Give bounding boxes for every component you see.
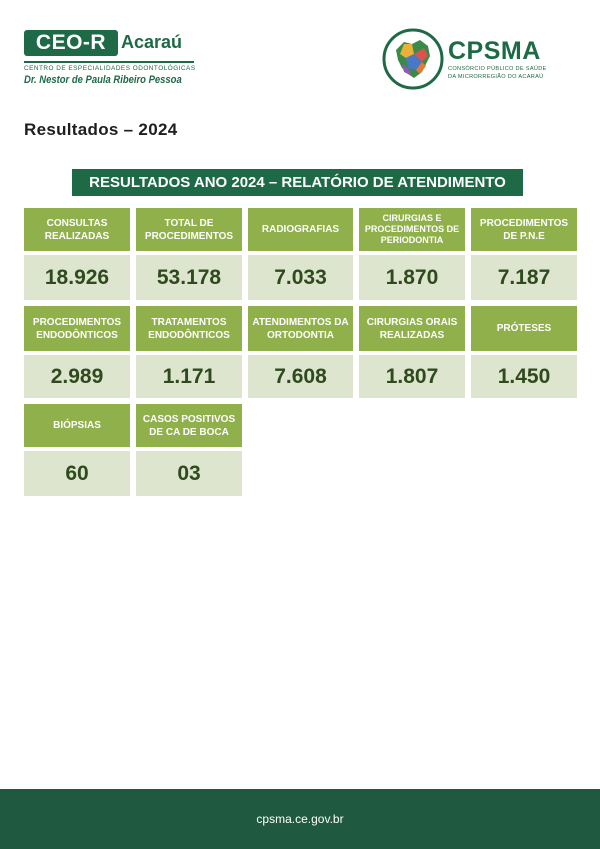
report-banner: RESULTADOS ANO 2024 – RELATÓRIO DE ATEND… [72,169,523,196]
cpsma-logo-subtitle-line2: DA MICRORREGIÃO DO ACARAÚ [448,73,544,80]
metric-label-ortodontia: ATENDIMENTOS DA ORTODONTIA [248,306,353,351]
cpsma-map-emblem-icon [382,28,444,90]
metric-label-consultas: CONSULTAS REALIZADAS [24,208,130,251]
cpsma-logo-subtitle-line1: CONSÓRCIO PÚBLICO DE SAÚDE [448,66,547,72]
metric-value-tratamentos-endodonticos: 1.171 [136,355,242,398]
metric-value-ortodontia: 7.608 [248,355,353,398]
metric-label-cirurgias-orais: CIRURGIAS ORAIS REALIZADAS [359,306,465,351]
metric-label-radiografias: RADIOGRAFIAS [248,208,353,251]
metric-value-proteses: 1.450 [471,355,577,398]
metric-value-cirurgias-orais: 1.807 [359,355,465,398]
ceo-r-logo-city: Acaraú [121,32,183,52]
ceo-r-logo-name: Dr. Nestor de Paula Ribeiro Pessoa [24,74,182,86]
ceo-r-logo-mark: CEO-R [24,30,118,56]
metric-label-tratamentos-endodonticos: TRATAMENTOS ENDODÔNTICOS [136,306,242,351]
metric-value-biopsias: 60 [24,451,130,496]
metric-value-periodontia: 1.870 [359,255,465,300]
metric-value-total-procedimentos: 53.178 [136,255,242,300]
metric-value-procedimentos-endodonticos: 2.989 [24,355,130,398]
metric-label-proteses: PRÓTESES [471,306,577,351]
metric-label-procedimentos-endodonticos: PROCEDIMENTOS ENDODÔNTICOS [24,306,130,351]
page-title: Resultados – 2024 [24,120,178,139]
metric-label-ca-boca: CASOS POSITIVOS DE CA DE BOCA [136,404,242,447]
metric-label-periodontia: CIRURGIAS E PROCEDIMENTOS DE PERIODONTIA [359,208,465,251]
footer: cpsma.ce.gov.br [0,789,600,849]
ceo-r-logo-divider [24,61,194,63]
metric-label-pne: PROCEDIMENTOS DE P.N.E [471,208,577,251]
metric-value-pne: 7.187 [471,255,577,300]
ceo-r-logo-subtitle: CENTRO DE ESPECIALIDADES ODONTOLÓGICAS [24,65,196,72]
cpsma-logo-name: CPSMA [448,37,541,65]
metric-label-total-procedimentos: TOTAL DE PROCEDIMENTOS [136,208,242,251]
metric-value-consultas: 18.926 [24,255,130,300]
metric-value-radiografias: 7.033 [248,255,353,300]
metric-value-ca-boca: 03 [136,451,242,496]
cpsma-logo-subtitle: CONSÓRCIO PÚBLICO DE SAÚDE DA MICRORREGI… [448,66,547,81]
ceo-r-logo: CEO-R Acaraú CENTRO DE ESPECIALIDADES OD… [24,30,204,92]
metric-label-biopsias: BIÓPSIAS [24,404,130,447]
cpsma-logo: CPSMA CONSÓRCIO PÚBLICO DE SAÚDE DA MICR… [382,28,582,92]
footer-url[interactable]: cpsma.ce.gov.br [256,812,344,826]
